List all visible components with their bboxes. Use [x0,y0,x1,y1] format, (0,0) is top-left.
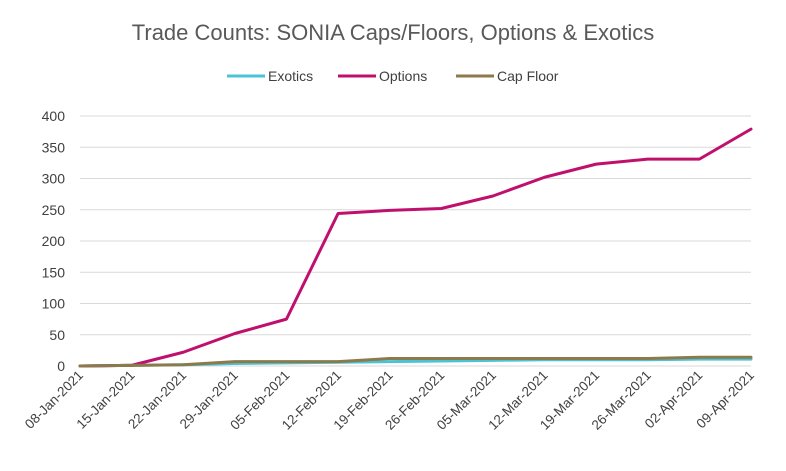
series-line-options [78,127,753,368]
y-tick-label: 400 [42,108,66,124]
x-axis-ticks: 08-Jan-202115-Jan-202122-Jan-202129-Jan-… [22,368,757,433]
y-tick-label: 200 [42,233,66,249]
y-axis-ticks: 0 50 100 150 200 250 300 350 400 [42,108,66,374]
y-tick-label: 150 [42,264,66,280]
y-tick-label: 250 [42,202,66,218]
legend-label-cap-floor: Cap Floor [497,68,559,84]
chart-title: Trade Counts: SONIA Caps/Floors, Options… [132,20,655,45]
legend: Exotics Options Cap Floor [227,68,559,84]
y-tick-label: 50 [49,327,65,343]
series-lines [78,127,753,368]
y-tick-label: 0 [57,358,65,374]
y-tick-label: 300 [42,171,66,187]
series-line-cap-floor [78,355,753,368]
legend-label-exotics: Exotics [268,68,313,84]
gridlines [80,115,751,367]
y-tick-label: 350 [42,139,66,155]
legend-label-options: Options [379,68,427,84]
y-tick-label: 100 [42,296,66,312]
